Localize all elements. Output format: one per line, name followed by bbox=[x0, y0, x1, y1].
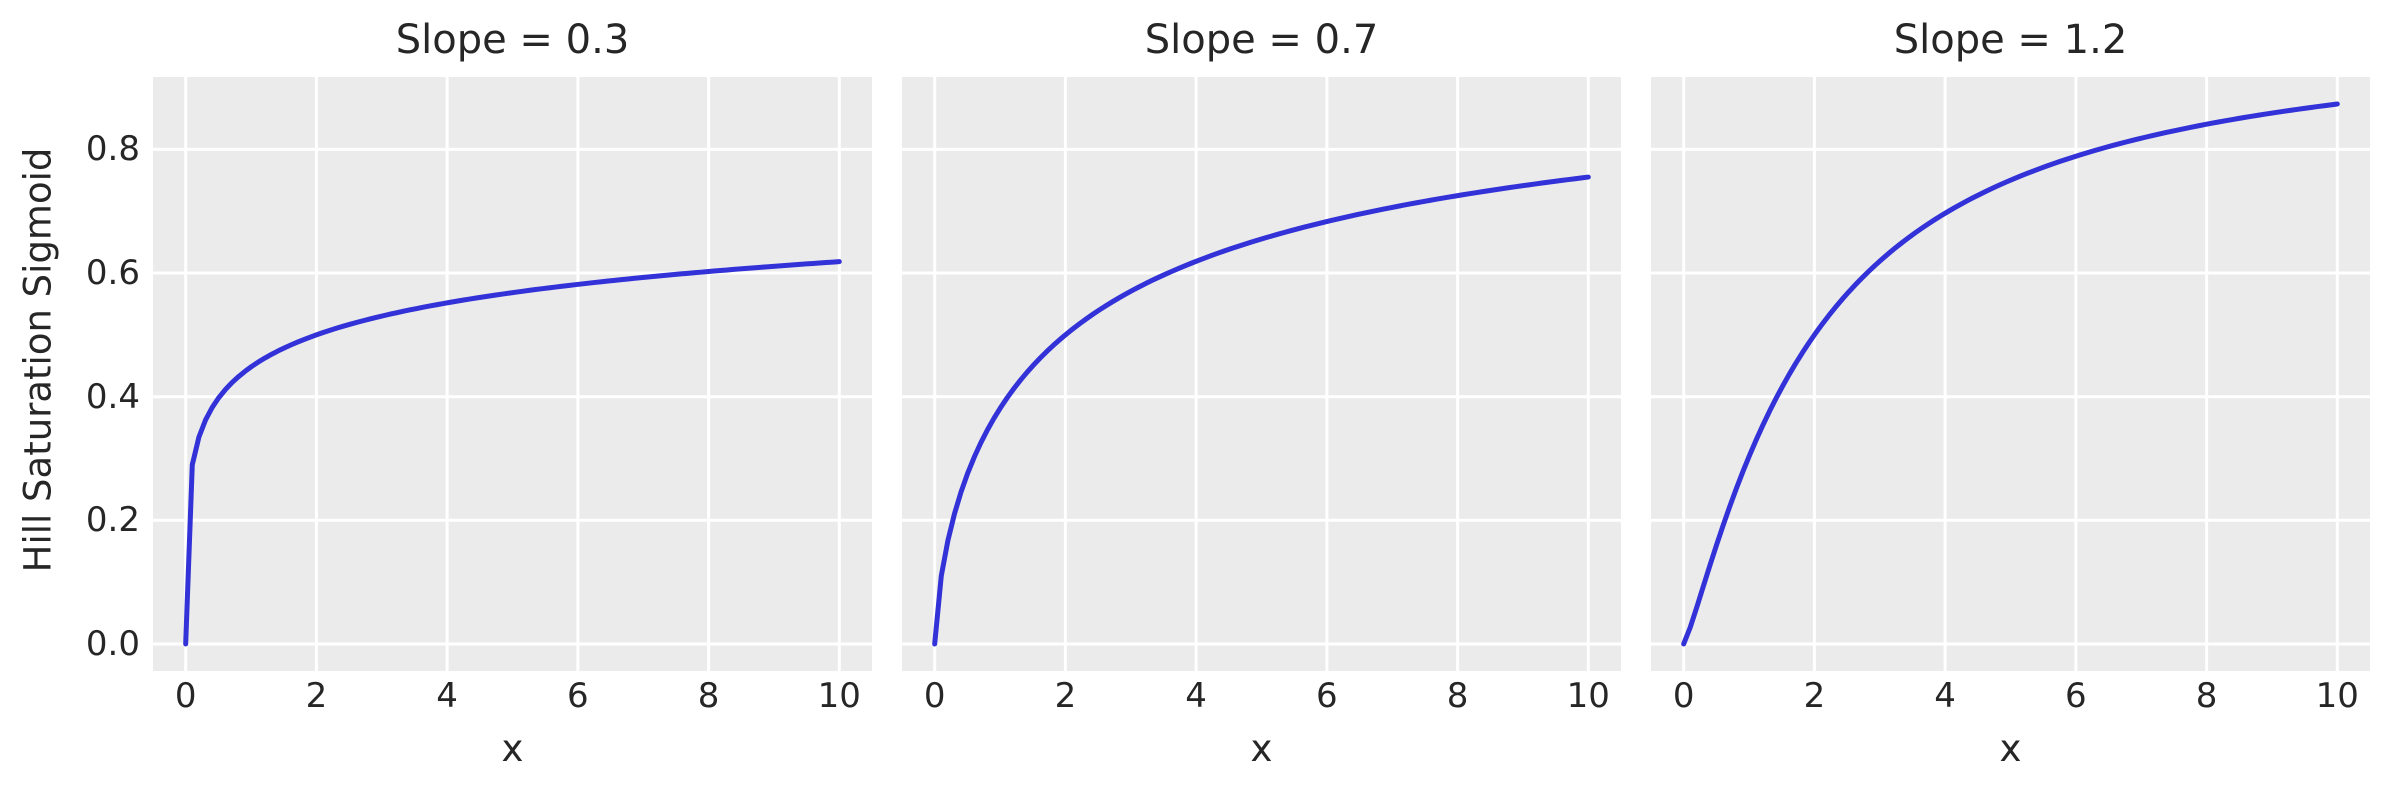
panel-background bbox=[902, 77, 1621, 671]
x-tick-label: 0 bbox=[174, 676, 197, 716]
x-tick-label: 2 bbox=[1803, 676, 1826, 716]
x-tick-label: 8 bbox=[2195, 676, 2218, 716]
panel-background bbox=[1651, 77, 2370, 671]
x-tick-label: 4 bbox=[436, 676, 458, 716]
x-tick-label: 2 bbox=[305, 676, 328, 716]
x-tick-label: 6 bbox=[1316, 676, 1338, 716]
x-tick-label: 10 bbox=[1566, 676, 1610, 716]
hill-curve bbox=[183, 259, 842, 647]
subplot-3-plot-area bbox=[1651, 77, 2370, 671]
x-tick-label: 6 bbox=[567, 676, 589, 716]
hill-curve bbox=[932, 174, 1591, 647]
subplot-1-title: Slope = 0.3 bbox=[395, 17, 630, 63]
subplot-1-plot-area bbox=[153, 77, 872, 671]
subplot-2-x-axis-label: x bbox=[1250, 727, 1273, 770]
y-tick-label: 0.4 bbox=[85, 376, 140, 417]
x-tick-label: 0 bbox=[1672, 676, 1695, 716]
y-tick-label: 0.6 bbox=[85, 253, 140, 294]
panel-background bbox=[153, 77, 872, 671]
x-tick-label: 4 bbox=[1934, 676, 1956, 716]
x-tick-label: 4 bbox=[1185, 676, 1207, 716]
subplot-2-plot-area bbox=[902, 77, 1621, 671]
y-tick-label: 0.8 bbox=[85, 129, 140, 170]
hill-curve bbox=[1681, 101, 2340, 647]
x-tick-label: 0 bbox=[923, 676, 946, 716]
x-tick-label: 6 bbox=[2065, 676, 2087, 716]
y-tick-label: 0.0 bbox=[85, 623, 140, 664]
x-tick-label: 8 bbox=[1446, 676, 1469, 716]
x-tick-label: 10 bbox=[817, 676, 861, 716]
subplot-2-title: Slope = 0.7 bbox=[1144, 17, 1379, 63]
y-axis-label: Hill Saturation Sigmoid bbox=[16, 147, 60, 573]
x-tick-label: 10 bbox=[2315, 676, 2359, 716]
subplot-3-x-axis-label: x bbox=[1999, 727, 2022, 770]
subplot-1-x-axis-label: x bbox=[501, 727, 524, 770]
x-tick-label: 8 bbox=[697, 676, 720, 716]
x-tick-label: 2 bbox=[1054, 676, 1077, 716]
y-tick-label: 0.2 bbox=[85, 500, 140, 541]
subplot-3-title: Slope = 1.2 bbox=[1893, 17, 2128, 63]
